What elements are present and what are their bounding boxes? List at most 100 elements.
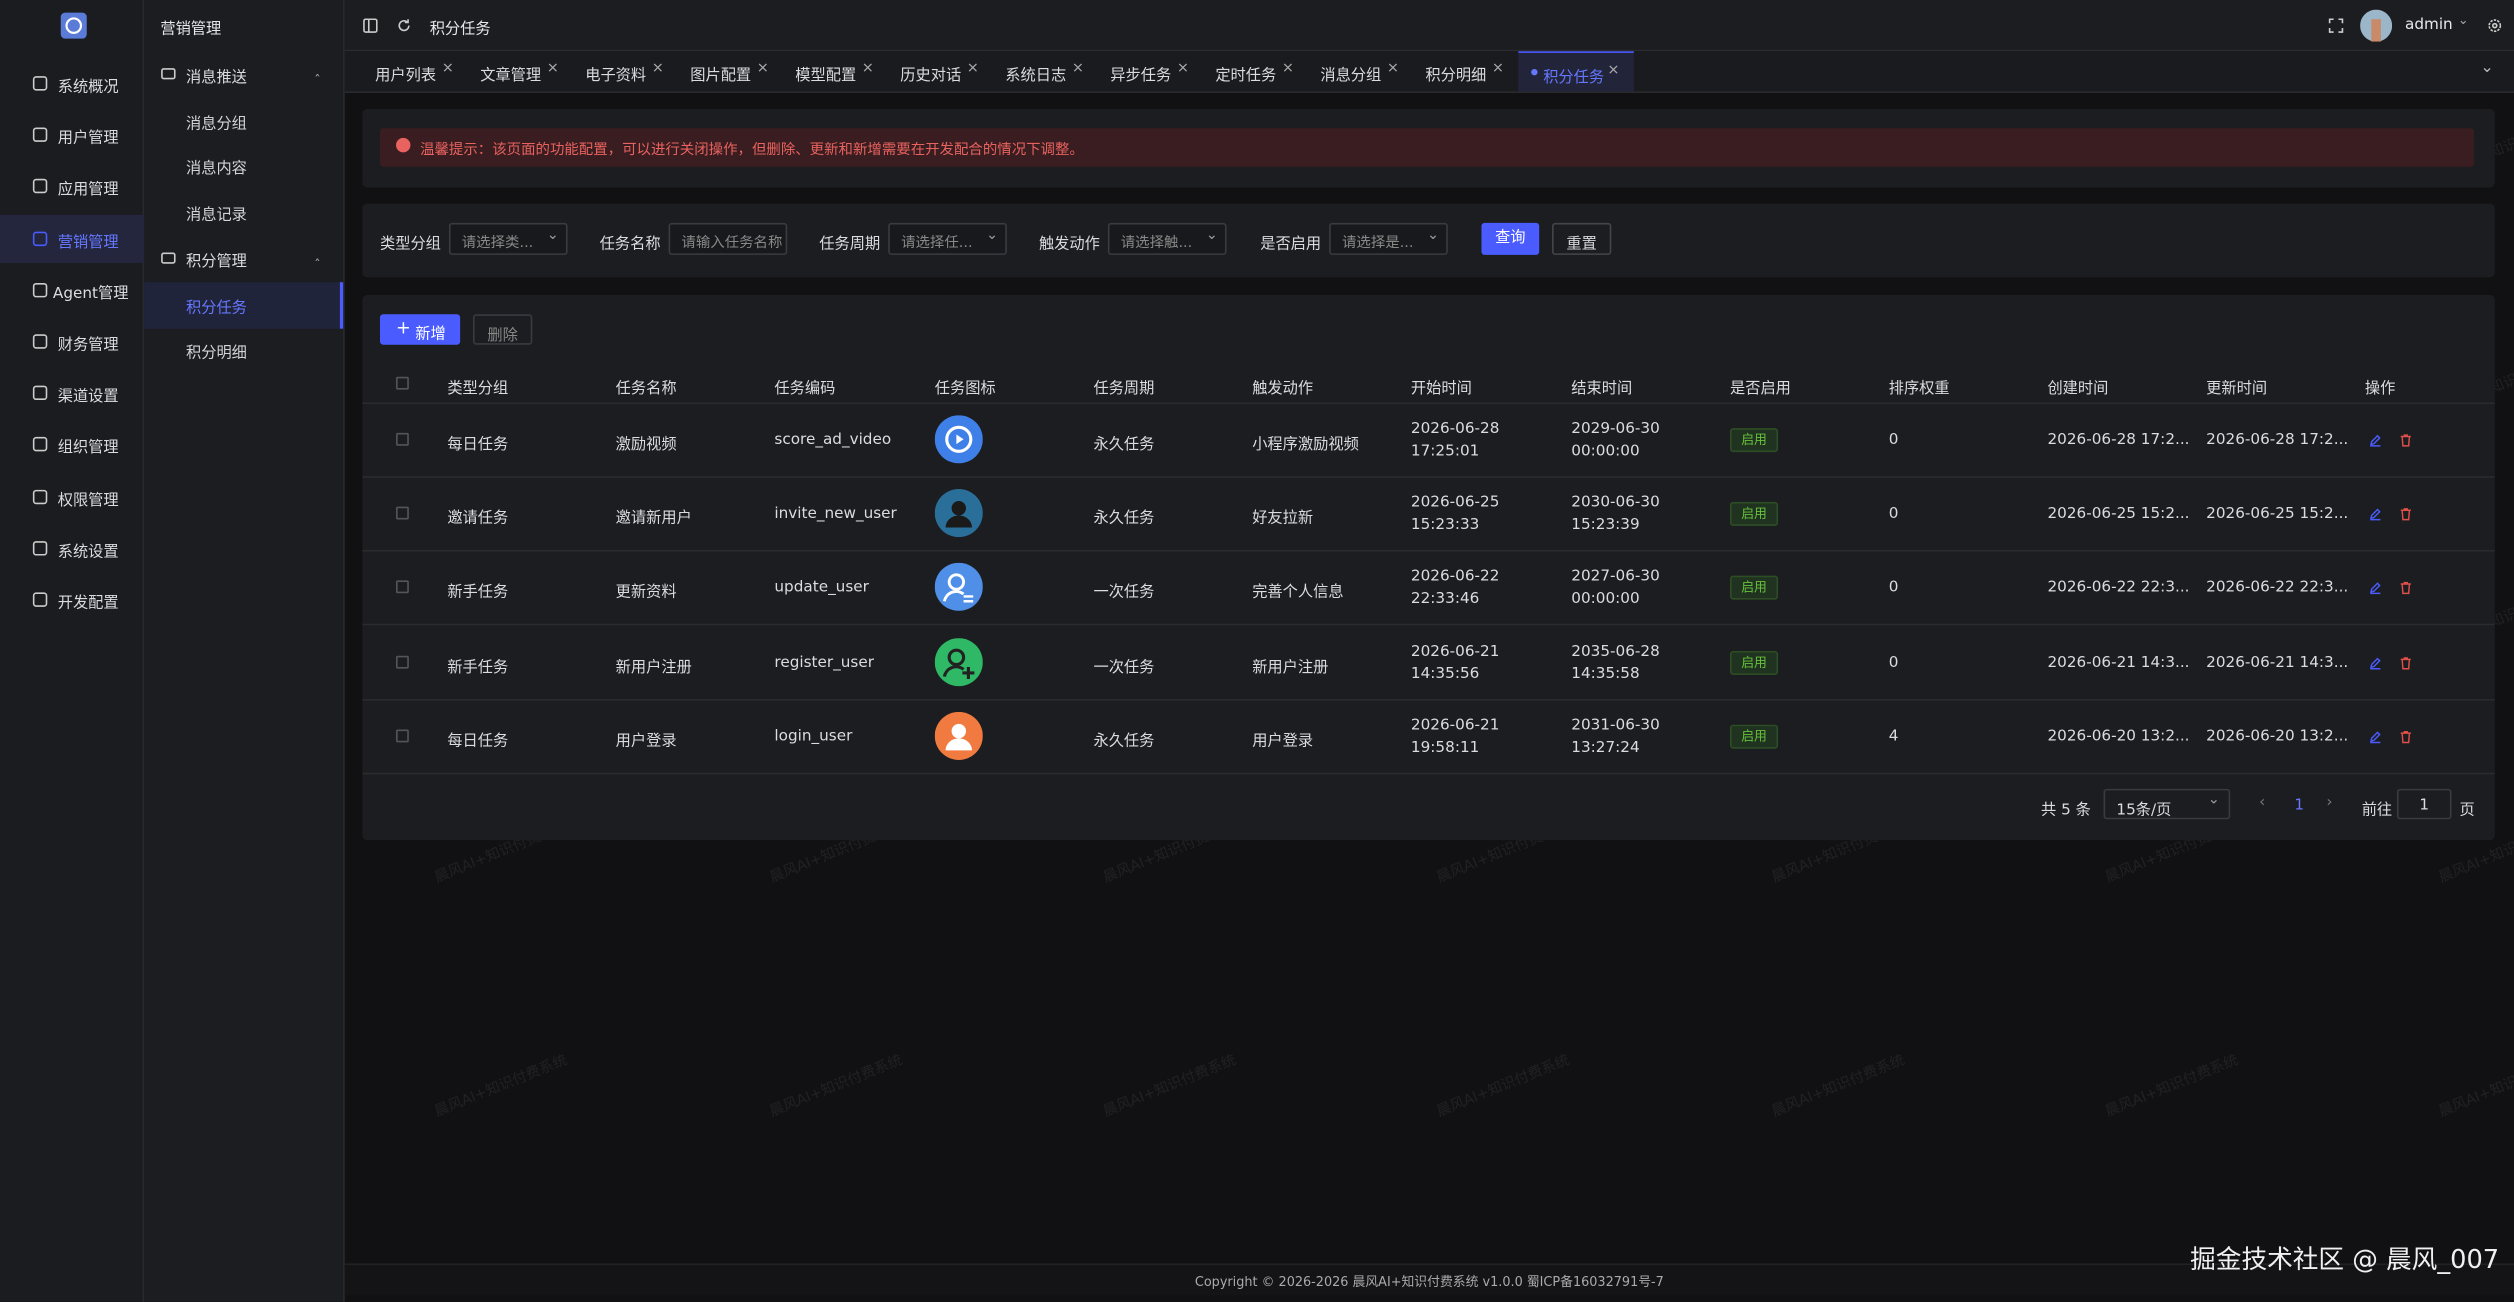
delete-row-button-svg bbox=[2400, 434, 2411, 447]
edit-button[interactable] bbox=[2368, 655, 2382, 669]
filter-label: 任务名称 bbox=[599, 235, 661, 254]
tab[interactable]: 系统日志 × bbox=[992, 51, 1097, 91]
edit-button[interactable] bbox=[2368, 433, 2382, 447]
tab-close[interactable]: × bbox=[1281, 60, 1294, 77]
tab[interactable]: 用户列表 × bbox=[362, 51, 467, 91]
submenu-group[interactable]: 消息推送 bbox=[185, 68, 247, 87]
checkbox[interactable] bbox=[396, 581, 409, 594]
tab-close[interactable]: × bbox=[651, 60, 664, 77]
filter-select[interactable]: 请选择任... ⌄ bbox=[888, 222, 1007, 255]
delete-button[interactable]: 删除 bbox=[472, 314, 533, 345]
tab[interactable]: 电子资料 × bbox=[572, 51, 677, 91]
tab-close[interactable]: × bbox=[546, 60, 559, 77]
fullscreen-button[interactable] bbox=[2328, 18, 2344, 34]
watermark: 晨风AI+知识付费系统 bbox=[432, 1052, 571, 1121]
submenu-group[interactable]: 积分管理 bbox=[185, 252, 247, 271]
table-row: 新手任务 更新资料 update_user 一次任务 完善个人信息 2026-06-22 … bbox=[362, 552, 2495, 626]
checkbox[interactable] bbox=[396, 506, 409, 520]
edit-button[interactable] bbox=[2368, 507, 2382, 521]
add-button[interactable]: + 新增 bbox=[379, 314, 461, 345]
page-size-select[interactable]: 15条/页 ⌄ bbox=[2103, 788, 2231, 820]
menu-item[interactable]: 系统设置 bbox=[57, 543, 119, 561]
delete-row-button[interactable] bbox=[2399, 581, 2413, 595]
tab[interactable]: 模型配置 × bbox=[782, 51, 887, 91]
settings-button[interactable] bbox=[2487, 18, 2503, 34]
edit-button[interactable] bbox=[2368, 581, 2382, 595]
tab-close[interactable]: × bbox=[1176, 60, 1189, 77]
tab-close[interactable]: × bbox=[1071, 60, 1084, 77]
edit-button-svg bbox=[2369, 508, 2381, 521]
menu-item[interactable]: 系统概况 bbox=[57, 78, 119, 97]
menu-item[interactable]: Agent管理 bbox=[52, 285, 129, 303]
tab-label: 消息分组 bbox=[1320, 67, 1382, 85]
tab-close[interactable]: × bbox=[756, 60, 769, 77]
tab[interactable]: 积分明细 × bbox=[1413, 51, 1518, 91]
edit-button[interactable] bbox=[2368, 729, 2382, 743]
tab-close[interactable]: × bbox=[861, 60, 874, 77]
submenu-active-bg bbox=[144, 281, 344, 328]
reset-button[interactable]: 重置 bbox=[1552, 222, 1612, 255]
task-icon bbox=[934, 563, 983, 612]
next-button[interactable]: › bbox=[2326, 793, 2333, 812]
table-row: 每日任务 激励视频 score_ad_video 永久任务 小程序激励视频 2026-06… bbox=[362, 404, 2495, 478]
chevron: ⌄ bbox=[2457, 12, 2469, 28]
tab-close[interactable]: × bbox=[1491, 60, 1504, 77]
page-number[interactable]: 1 bbox=[2294, 796, 2305, 815]
menu-item[interactable]: 营销管理 bbox=[57, 233, 119, 252]
tab[interactable]: 积分任务 × bbox=[1517, 51, 1633, 92]
placeholder: 请选择触... bbox=[1120, 235, 1193, 252]
chevron: ⌄ bbox=[986, 227, 999, 244]
tab-close[interactable]: × bbox=[1607, 62, 1620, 79]
checkbox[interactable] bbox=[396, 376, 409, 390]
filter-select[interactable]: 请选择是... ⌄ bbox=[1329, 222, 1448, 255]
table-panel: + 新增 删除 类型分组 任务名称 任务编码 任务图标 任务周期 触发动作 开始时间 结束时间 是否启… bbox=[362, 295, 2495, 841]
checkbox[interactable] bbox=[396, 655, 409, 668]
delete-row-button[interactable] bbox=[2399, 433, 2413, 447]
submenu-item[interactable]: 消息分组 bbox=[185, 114, 247, 133]
goto-input[interactable]: 1 bbox=[2396, 788, 2452, 820]
cell: 每日任务 bbox=[447, 732, 509, 751]
page-unit: 页 bbox=[2459, 801, 2475, 820]
menu-item[interactable]: 组织管理 bbox=[57, 439, 119, 458]
tab[interactable]: 异步任务 × bbox=[1097, 51, 1202, 91]
filter-select[interactable]: 请选择触... ⌄ bbox=[1107, 222, 1227, 255]
tab-close[interactable]: × bbox=[1386, 60, 1399, 77]
checkbox[interactable] bbox=[396, 729, 409, 743]
filter-input[interactable]: 请输入任务名称 bbox=[668, 222, 788, 255]
submenu-item[interactable]: 消息内容 bbox=[185, 160, 247, 179]
date-cell: 2027-06-30 00:00:00 bbox=[1571, 568, 1660, 609]
status-tag: 启用 bbox=[1729, 650, 1779, 675]
tab-more[interactable]: ⌄ bbox=[2480, 59, 2494, 77]
tab[interactable]: 历史对话 × bbox=[887, 51, 992, 91]
delete-row-button[interactable] bbox=[2399, 655, 2413, 669]
placeholder: 请选择是... bbox=[1341, 235, 1414, 252]
prev-button[interactable]: ‹ bbox=[2259, 793, 2266, 812]
submenu-item[interactable]: 消息记录 bbox=[185, 206, 247, 225]
status-tag: 启用 bbox=[1729, 724, 1779, 749]
username[interactable]: admin bbox=[2404, 16, 2453, 34]
tab[interactable]: 图片配置 × bbox=[677, 51, 782, 91]
submenu-item[interactable]: 积分明细 bbox=[185, 345, 247, 363]
menu-item[interactable]: 财务管理 bbox=[57, 336, 119, 355]
filter-select[interactable]: 请选择类... ⌄ bbox=[448, 222, 568, 255]
tab[interactable]: 文章管理 × bbox=[467, 51, 572, 91]
delete-row-button[interactable] bbox=[2399, 729, 2413, 743]
menu-item[interactable]: 开发配置 bbox=[57, 594, 119, 613]
tab[interactable]: 消息分组 × bbox=[1308, 51, 1413, 91]
collapse-button[interactable] bbox=[362, 18, 378, 34]
delete-row-button[interactable] bbox=[2399, 507, 2413, 521]
menu-item[interactable]: 渠道设置 bbox=[57, 388, 119, 406]
menu-item[interactable]: 权限管理 bbox=[57, 491, 119, 510]
refresh-button[interactable] bbox=[396, 18, 412, 34]
menu-active-bg bbox=[0, 214, 145, 263]
tab-close[interactable]: × bbox=[441, 60, 454, 77]
tab-close[interactable]: × bbox=[966, 60, 979, 77]
tab[interactable]: 定时任务 × bbox=[1202, 51, 1307, 91]
menu-item[interactable]: 用户管理 bbox=[57, 130, 119, 148]
submenu-title: 营销管理 bbox=[160, 20, 222, 39]
submenu-item[interactable]: 积分任务 bbox=[185, 299, 247, 317]
chevron: ˇ bbox=[314, 62, 321, 77]
menu-item[interactable]: 应用管理 bbox=[57, 181, 119, 200]
query-button[interactable]: 查询 bbox=[1481, 222, 1540, 255]
checkbox[interactable] bbox=[396, 432, 409, 446]
